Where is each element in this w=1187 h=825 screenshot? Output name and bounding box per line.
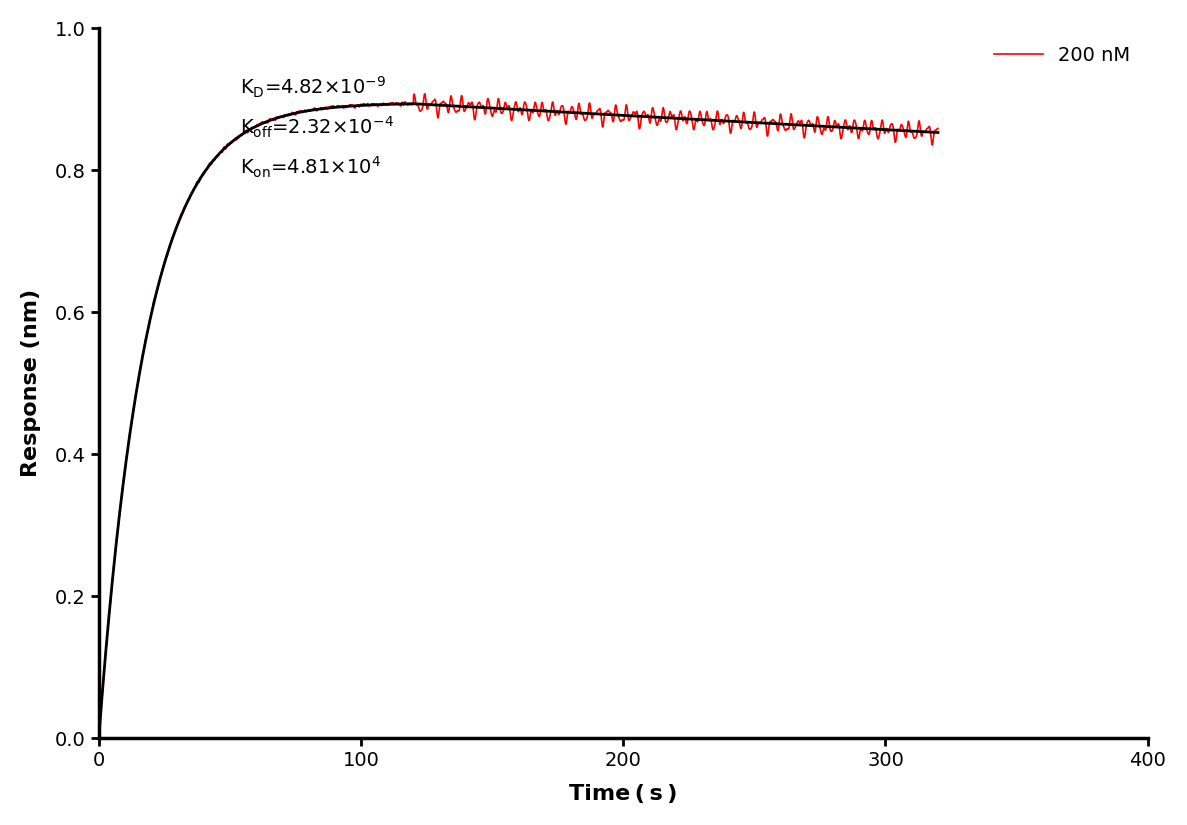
- X-axis label: Time ( s ): Time ( s ): [569, 785, 678, 804]
- 200 nM: [624, 110, 639, 120]
- Legend: 200 nM: 200 nM: [986, 38, 1138, 73]
- 200 nM: [699, 110, 713, 120]
- 200 nM: [921, 122, 935, 132]
- Text: $\mathregular{K_{off}}$=2.32×10$^{-4}$: $\mathregular{K_{off}}$=2.32×10$^{-4}$: [241, 115, 394, 140]
- 200 nM: [753, 118, 767, 128]
- 200 nM: [264, 115, 278, 125]
- Line: 200 nM: 200 nM: [99, 94, 938, 738]
- Text: $\mathregular{K_D}$=4.82×10$^{-9}$: $\mathregular{K_D}$=4.82×10$^{-9}$: [241, 74, 386, 100]
- 200 nM: [931, 124, 945, 134]
- Y-axis label: Response (nm): Response (nm): [21, 289, 40, 478]
- 200 nM: [802, 118, 817, 128]
- 200 nM: [418, 89, 432, 99]
- 200 nM: [91, 733, 106, 742]
- Text: $\mathregular{K_{on}}$=4.81×10$^{4}$: $\mathregular{K_{on}}$=4.81×10$^{4}$: [241, 154, 381, 180]
